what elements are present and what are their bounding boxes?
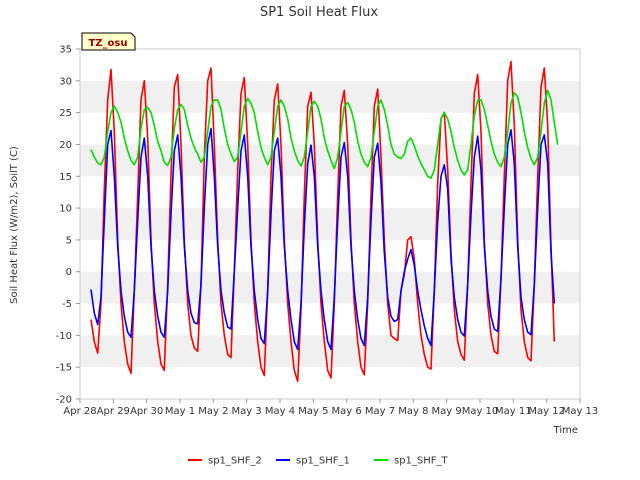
x-tick-label: May 9 [432, 406, 462, 417]
legend-label-sp1_SHF_2: sp1_SHF_2 [208, 456, 262, 467]
y-axis-ticks: -20 -15 -10 -5 0 5 10 15 20 25 30 35 [56, 45, 80, 406]
x-tick-label: May 4 [265, 406, 295, 417]
y-tick-label: 5 [66, 235, 72, 246]
y-tick-label: -5 [62, 299, 72, 310]
x-tick-label: May 5 [298, 406, 328, 417]
y-tick-label: 35 [59, 45, 72, 56]
band-5 [80, 208, 580, 240]
legend-label-sp1_SHF_T: sp1_SHF_T [394, 456, 449, 467]
x-tick-label: Apr 28 [63, 406, 96, 417]
x-tick-label: May 3 [232, 406, 262, 417]
x-tick-label: May 2 [198, 406, 228, 417]
x-axis-ticks: Apr 28 Apr 29 Apr 30 May 1 May 2 May 3 May 4 Ma… [63, 399, 598, 417]
band-3 [80, 271, 580, 304]
y-tick-label: 10 [59, 204, 72, 215]
y-tick-label: 20 [59, 140, 72, 151]
x-tick-label: Apr 29 [97, 406, 130, 417]
x-tick-label: May 7 [365, 406, 395, 417]
legend-label-sp1_SHF_1: sp1_SHF_1 [296, 456, 350, 467]
chart-title: SP1 Soil Heat Flux [260, 5, 378, 20]
x-tick-label: May 8 [398, 406, 428, 417]
y-tick-label: 25 [59, 108, 72, 119]
tz-annotation-box [81, 32, 136, 51]
band-9 [80, 80, 580, 113]
background-bands [80, 80, 580, 368]
tz-annotation-label: TZ_osu [88, 38, 127, 49]
legend: sp1_SHF_2 sp1_SHF_1 sp1_SHF_T [188, 456, 449, 467]
x-tick-label: May 10 [462, 406, 499, 417]
y-tick-label: -10 [56, 331, 72, 342]
series-lines [90, 60, 559, 383]
plot-frame [79, 48, 581, 400]
tz-annotation: TZ_osu [81, 32, 136, 51]
y-tick-label: 15 [59, 172, 72, 183]
x-tick-label: May 13 [562, 406, 599, 417]
y-tick-label: 30 [59, 76, 72, 87]
band-1 [80, 335, 580, 368]
x-tick-label: May 12 [528, 406, 565, 417]
y-tick-label: -20 [56, 395, 72, 406]
series-line-sp1_SHF_1 [90, 127, 556, 351]
y-tick-label: 0 [66, 267, 72, 278]
y-tick-label: -15 [56, 363, 72, 374]
x-tick-label: May 6 [332, 406, 362, 417]
x-axis-label: Time [553, 425, 578, 436]
x-tick-label: May 11 [495, 406, 532, 417]
series-line-sp1_SHF_T [90, 89, 559, 179]
x-tick-label: Apr 30 [130, 406, 163, 417]
y-axis-label: Soil Heat Flux (W/m2), SoilT (C) [9, 146, 20, 304]
x-tick-label: May 1 [165, 406, 195, 417]
